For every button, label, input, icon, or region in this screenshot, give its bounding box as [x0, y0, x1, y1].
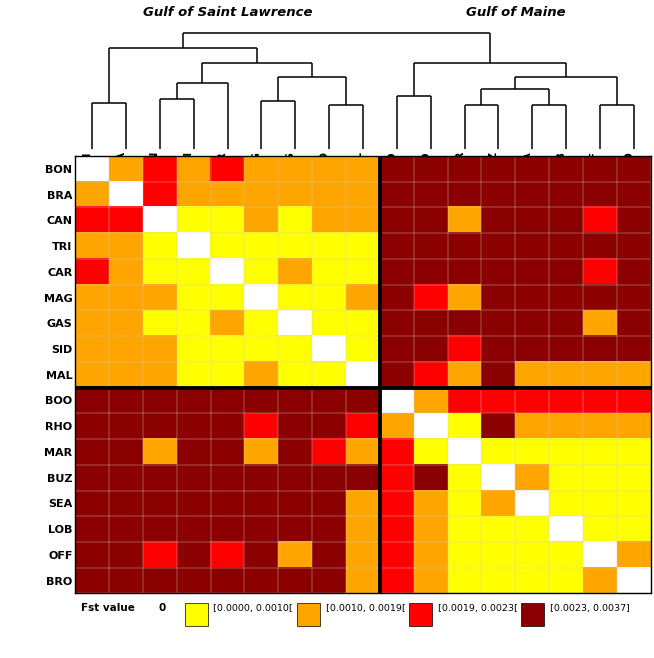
Bar — [297, 603, 320, 626]
Text: SEA: SEA — [523, 151, 532, 174]
Text: LOB: LOB — [556, 151, 566, 174]
Text: BRA: BRA — [116, 151, 126, 175]
Text: Gulf of Saint Lawrence: Gulf of Saint Lawrence — [143, 7, 313, 20]
Text: MAR: MAR — [455, 151, 464, 178]
Text: Gulf of Maine: Gulf of Maine — [466, 7, 565, 20]
Text: BOO: BOO — [387, 151, 397, 176]
Bar — [521, 603, 544, 626]
Text: BUZ: BUZ — [489, 151, 498, 175]
Text: OFF: OFF — [590, 151, 600, 174]
Text: [0.0010, 0.0019[: [0.0010, 0.0019[ — [326, 603, 405, 613]
Text: TRI: TRI — [184, 151, 194, 170]
Bar — [409, 603, 432, 626]
Text: CAR: CAR — [218, 151, 228, 174]
Text: [0.0019, 0.0023[: [0.0019, 0.0023[ — [438, 603, 518, 613]
Text: MAL: MAL — [353, 151, 363, 176]
Text: [0.0000, 0.0010[: [0.0000, 0.0010[ — [213, 603, 293, 613]
Text: CAN: CAN — [150, 151, 160, 176]
Bar — [184, 603, 207, 626]
Text: [0.0023, 0.0037]: [0.0023, 0.0037] — [550, 603, 630, 613]
Text: BRO: BRO — [624, 151, 634, 176]
Text: 0: 0 — [159, 603, 166, 613]
Text: SID: SID — [319, 151, 329, 171]
Text: GAS: GAS — [285, 151, 295, 175]
Text: MAG: MAG — [251, 151, 262, 178]
Text: RHO: RHO — [421, 151, 431, 176]
Text: Fst value: Fst value — [81, 603, 135, 613]
Text: BON: BON — [82, 151, 92, 176]
